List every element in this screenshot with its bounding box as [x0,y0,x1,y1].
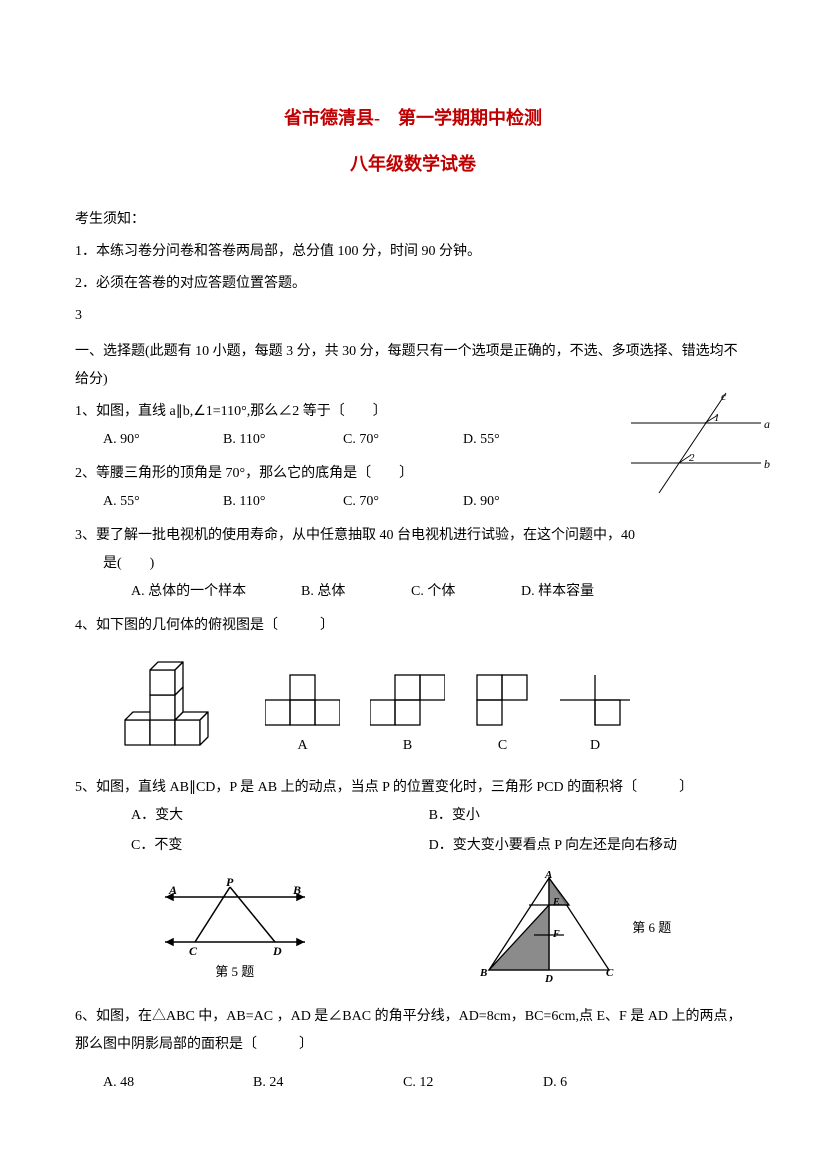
q2-opt-a: A. 55° [103,488,223,516]
instructions-heading: 考生须知： [75,206,751,234]
q5-opt-a: A．变大 [131,802,429,830]
q5-figure: A B C D P 第 5 题 [155,877,315,985]
svg-text:B: B [479,967,487,979]
question-2: 2、等腰三角形的顶角是 70°，那么它的底角是〔 〕 A. 55° B. 110… [75,460,751,516]
question-5: 5、如图，直线 AB∥CD，P 是 AB 上的动点，当点 P 的位置变化时，三角… [75,774,751,862]
svg-text:a: a [764,417,770,431]
svg-text:E: E [552,897,560,908]
q3-opt-b: B. 总体 [301,578,411,606]
svg-text:D: D [544,973,553,985]
q1-opt-b: B. 110° [223,426,343,454]
svg-text:A: A [544,870,552,881]
q3-text: 3、要了解一批电视机的使用寿命，从中任意抽取 40 台电视机进行试验，在这个问题… [75,522,751,550]
q4-option-d: D [560,673,630,760]
svg-text:b: b [764,457,770,471]
q4-label-a: A [265,732,340,760]
question-3: 3、要了解一批电视机的使用寿命，从中任意抽取 40 台电视机进行试验，在这个问题… [75,522,751,606]
instruction-line-1: 1．本练习卷分问卷和答卷两局部，总分值 100 分，时间 90 分钟。 [75,238,751,266]
q5-text: 5、如图，直线 AB∥CD，P 是 AB 上的动点，当点 P 的位置变化时，三角… [75,774,751,802]
q3-opt-d: D. 样本容量 [521,578,631,606]
q6-options: A. 48 B. 24 C. 12 D. 6 [75,1069,751,1097]
q2-opt-b: B. 110° [223,488,343,516]
instruction-line-2: 2．必须在答卷的对应答题位置答题。 [75,270,751,298]
q6-text: 6、如图，在△ABC 中，AB=AC ，AD 是∠BAC 的角平分线，AD=8c… [75,1003,751,1059]
q2-opt-c: C. 70° [343,488,463,516]
q4-label-c: C [475,732,530,760]
q3-opt-a: A. 总体的一个样本 [131,578,301,606]
q1-opt-c: C. 70° [343,426,463,454]
q2-options: A. 55° B. 110° C. 70° D. 90° [75,488,751,516]
svg-text:C: C [606,967,614,979]
svg-text:c: c [721,389,727,403]
q2-opt-d: D. 90° [463,488,583,516]
section-heading: 一、选择题(此题有 10 小题，每题 3 分，共 30 分，每题只有一个选项是正… [75,338,751,394]
q2-text: 2、等腰三角形的顶角是 70°，那么它的底角是〔 〕 [75,460,751,488]
question-1: c a b 1 2 1、如图，直线 a∥b,∠1=110°,那么∠2 等于〔 〕… [75,398,751,454]
svg-text:C: C [189,944,198,957]
q3-options: A. 总体的一个样本 B. 总体 C. 个体 D. 样本容量 [75,578,751,606]
q6-opt-b: B. 24 [253,1069,403,1097]
svg-text:P: P [226,877,234,889]
q6-figure: A B C D E F 第 6 题 [474,870,671,985]
q4-label-b: B [370,732,445,760]
q6-opt-d: D. 6 [543,1069,643,1097]
question-6: 6、如图，在△ABC 中，AB=AC ，AD 是∠BAC 的角平分线，AD=8c… [75,1003,751,1097]
svg-text:1: 1 [714,412,720,424]
q6-fig-caption: 第 6 题 [632,915,671,941]
q5-fig-caption: 第 5 题 [155,959,315,985]
page-title-main: 省市德清县- 第一学期期中检测 [75,100,751,136]
instruction-line-3: 3 [75,302,751,330]
q4-solid [115,650,235,760]
instructions-block: 考生须知： 1．本练习卷分问卷和答卷两局部，总分值 100 分，时间 90 分钟… [75,206,751,330]
q6-opt-a: A. 48 [103,1069,253,1097]
q4-option-b: B [370,673,445,760]
q5-opt-b: B．变小 [429,802,727,830]
q4-option-c: C [475,673,530,760]
q4-text: 4、如下图的几何体的俯视图是〔 〕 [75,612,751,640]
svg-text:B: B [292,883,301,897]
q1-opt-d: D. 55° [463,426,583,454]
q4-figures: A B C [115,650,751,760]
q5-options: A．变大 B．变小 C．不变 D．变大变小要看点 P 向左还是向右移动 [75,802,751,862]
q6-opt-c: C. 12 [403,1069,543,1097]
q4-label-d: D [560,732,630,760]
q1-opt-a: A. 90° [103,426,223,454]
q5-opt-c: C．不变 [131,832,429,860]
q4-option-a: A [265,673,340,760]
svg-text:F: F [552,929,560,940]
question-4: 4、如下图的几何体的俯视图是〔 〕 [75,612,751,760]
q5-opt-d: D．变大变小要看点 P 向左还是向右移动 [429,832,727,860]
page-title-sub: 八年级数学试卷 [75,146,751,182]
q5-q6-figures-row: A B C D P 第 5 题 A B C D E F [75,870,751,985]
q3-opt-c: C. 个体 [411,578,521,606]
svg-text:A: A [168,883,177,897]
q3-text2: 是( ) [75,550,751,578]
svg-text:D: D [272,944,282,957]
